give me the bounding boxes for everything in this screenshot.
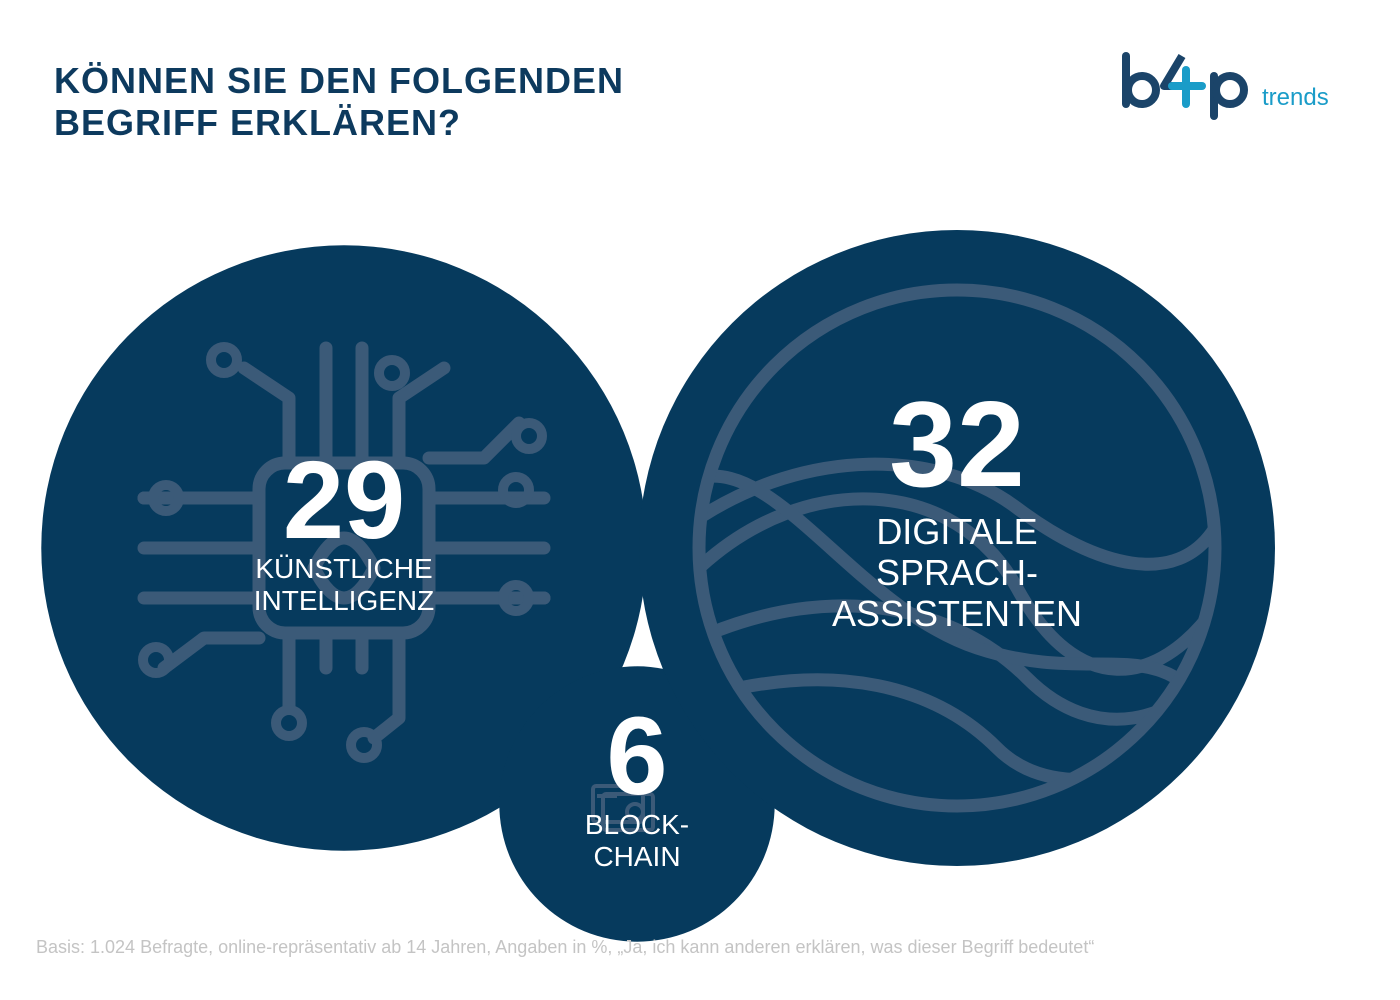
category-label: DIGITALE: [876, 511, 1037, 552]
page-title: KÖNNEN SIE DEN FOLGENDEN BEGRIFF ERKLÄRE…: [54, 60, 624, 144]
title-line-1: KÖNNEN SIE DEN FOLGENDEN: [54, 60, 625, 101]
category-label: BLOCK-: [585, 809, 689, 840]
logo-suffix: trends: [1262, 84, 1329, 111]
b4p-trends-logo: trends: [1120, 46, 1350, 126]
value-label: 32: [889, 376, 1025, 512]
category-label: SPRACH-: [876, 552, 1038, 593]
title-line-2: BEGRIFF ERKLÄREN?: [54, 102, 461, 143]
blockchain-icon: [591, 784, 655, 832]
category-label: CHAIN: [593, 841, 680, 872]
category-label: KÜNSTLICHE: [255, 553, 432, 584]
footnote: Basis: 1.024 Befragte, online-repräsenta…: [36, 937, 1095, 957]
chip-icon: [137, 341, 551, 763]
value-label: 6: [606, 695, 667, 818]
category-label: ASSISTENTEN: [832, 593, 1082, 634]
b4p-logo-mark: trends: [1122, 52, 1329, 120]
bubble-mark: [639, 230, 1275, 866]
bubble-mark: [41, 245, 647, 851]
value-label: 29: [283, 439, 405, 562]
category-label: INTELLIGENZ: [254, 585, 434, 616]
